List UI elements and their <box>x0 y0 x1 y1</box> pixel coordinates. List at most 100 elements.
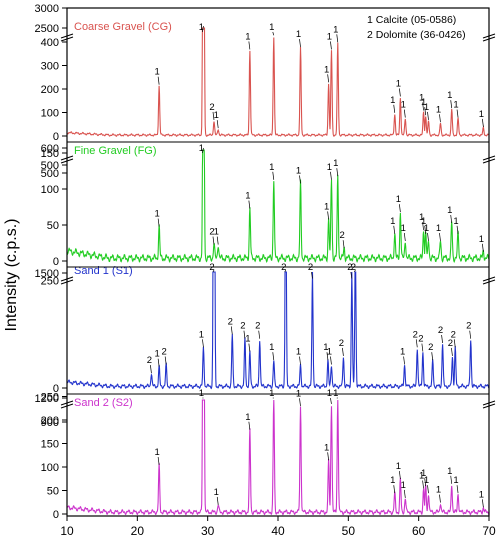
peak-arrow-2-10 <box>284 269 287 273</box>
peak-label-1-3: 1 <box>214 227 219 238</box>
peak-label-2-22: 2 <box>438 325 443 336</box>
peak-arrow-3-2 <box>216 496 219 505</box>
peak-arrow-1-6 <box>299 175 301 184</box>
peak-arrow-0-4 <box>248 41 251 50</box>
peak-arrow-2-9 <box>272 352 275 361</box>
peak-label-1-15: 1 <box>421 216 426 227</box>
y-tick-label-hi-2-0: 1500 <box>35 268 59 280</box>
peak-arrow-2-16 <box>350 271 353 279</box>
peak-label-1-6: 1 <box>296 165 301 176</box>
peak-label-2-23: 2 <box>448 338 453 349</box>
peak-label-2-24: 2 <box>451 329 456 340</box>
peak-arrow-1-15 <box>424 225 427 234</box>
y-tick-label-3-4: 200 <box>41 415 59 427</box>
peak-label-2-18: 1 <box>400 347 405 358</box>
peak-arrow-3-12 <box>422 480 424 489</box>
peak-arrow-1-16 <box>427 232 429 242</box>
peak-arrow-1-10 <box>342 240 345 249</box>
y-tick-label-1-2: 100 <box>41 184 59 196</box>
peak-arrow-0-1 <box>202 25 204 33</box>
peak-label-0-16: 1 <box>436 104 441 115</box>
peak-arrow-1-7 <box>327 211 329 220</box>
peak-arrow-2-15 <box>342 347 344 356</box>
x-tick-label-1: 20 <box>131 524 145 538</box>
y-tick-label-0-2: 200 <box>41 84 59 96</box>
panel-name-1: Fine Gravel (FG) <box>74 145 157 157</box>
peak-label-1-9: 1 <box>333 158 338 169</box>
peak-label-2-20: 2 <box>418 334 423 345</box>
panel-name-3: Sand 2 (S2) <box>74 397 133 409</box>
y-tick-label-hi-3-1: 1200 <box>35 393 59 405</box>
peak-arrow-0-15 <box>427 111 429 120</box>
peak-arrow-1-0 <box>157 218 160 227</box>
y-tick-label-hi-3-0: 900 <box>41 417 59 429</box>
peak-label-0-15: 1 <box>424 102 429 113</box>
peak-arrow-2-17 <box>354 269 356 273</box>
peak-label-1-5: 1 <box>269 162 274 173</box>
spectrum-line-0 <box>66 27 490 137</box>
peak-arrow-1-11 <box>393 225 396 234</box>
y-tick-label-3-0: 0 <box>53 509 59 521</box>
peak-label-3-18: 1 <box>479 489 484 500</box>
peak-arrow-0-14 <box>424 107 427 116</box>
peak-label-1-2: 2 <box>209 227 214 238</box>
peak-arrow-3-15 <box>439 494 441 503</box>
peak-arrow-0-0 <box>157 76 160 85</box>
x-tick-label-5: 60 <box>412 524 426 538</box>
peak-arrow-2-18 <box>403 356 405 365</box>
y-tick-label-0-3: 300 <box>41 61 59 73</box>
peak-arrow-2-8 <box>258 330 261 339</box>
peak-arrow-2-0 <box>150 365 152 374</box>
peak-label-0-11: 1 <box>396 78 401 89</box>
peak-label-2-1: 1 <box>154 349 159 360</box>
peak-arrow-0-10 <box>393 104 396 113</box>
peak-arrow-2-4 <box>212 269 215 273</box>
peak-label-1-0: 1 <box>154 209 159 220</box>
peak-label-1-8: 1 <box>327 162 332 173</box>
panel-name-2: Sand 1 (S1) <box>74 265 133 277</box>
peak-arrow-0-12 <box>403 109 406 118</box>
peak-label-0-8: 1 <box>327 31 332 42</box>
peak-label-3-9: 1 <box>390 475 395 486</box>
peak-label-2-14: 1 <box>327 347 332 358</box>
peak-arrow-0-11 <box>399 88 401 97</box>
peak-arrow-0-7 <box>327 74 329 83</box>
peak-arrow-2-12 <box>311 271 313 279</box>
peak-label-2-25: 2 <box>466 321 471 332</box>
y-tick-label-0-4: 400 <box>41 37 59 49</box>
peak-arrow-0-18 <box>456 109 459 118</box>
peak-arrow-0-3 <box>216 120 219 129</box>
peak-arrow-0-9 <box>336 34 339 43</box>
peak-arrow-0-19 <box>482 118 484 127</box>
peak-label-0-7: 1 <box>324 64 329 75</box>
spectrum-line-2 <box>66 271 490 390</box>
panel-name-0: Coarse Gravel (CG) <box>74 21 172 33</box>
peak-arrow-2-1 <box>157 358 160 367</box>
peak-label-2-19: 2 <box>413 329 418 340</box>
peak-label-2-2: 2 <box>162 347 167 358</box>
y-tick-label-1-0: 0 <box>53 256 59 268</box>
peak-label-3-3: 1 <box>245 412 250 423</box>
peak-label-0-5: 1 <box>269 22 274 33</box>
peak-arrow-2-23 <box>451 347 453 356</box>
peak-arrow-3-10 <box>399 471 401 480</box>
peak-label-2-7: 1 <box>245 334 250 345</box>
peak-arrow-3-9 <box>393 485 396 494</box>
peak-arrow-2-21 <box>431 352 434 361</box>
peak-label-0-12: 1 <box>401 100 406 111</box>
peak-arrow-2-24 <box>453 339 456 348</box>
peak-arrow-0-2 <box>212 111 215 120</box>
peak-label-0-13: 1 <box>419 93 424 104</box>
peak-label-1-19: 1 <box>453 216 458 227</box>
panel-2: 21212221212121122212222222Sand 1 (S1) <box>66 262 490 390</box>
peak-label-0-9: 1 <box>333 24 338 35</box>
peak-arrow-2-13 <box>326 352 329 361</box>
peak-arrow-0-5 <box>272 31 275 36</box>
peak-label-1-20: 1 <box>479 234 484 245</box>
peak-label-0-1: 1 <box>199 22 204 33</box>
peak-label-0-2: 2 <box>209 102 214 113</box>
peak-arrow-3-7 <box>330 397 332 404</box>
